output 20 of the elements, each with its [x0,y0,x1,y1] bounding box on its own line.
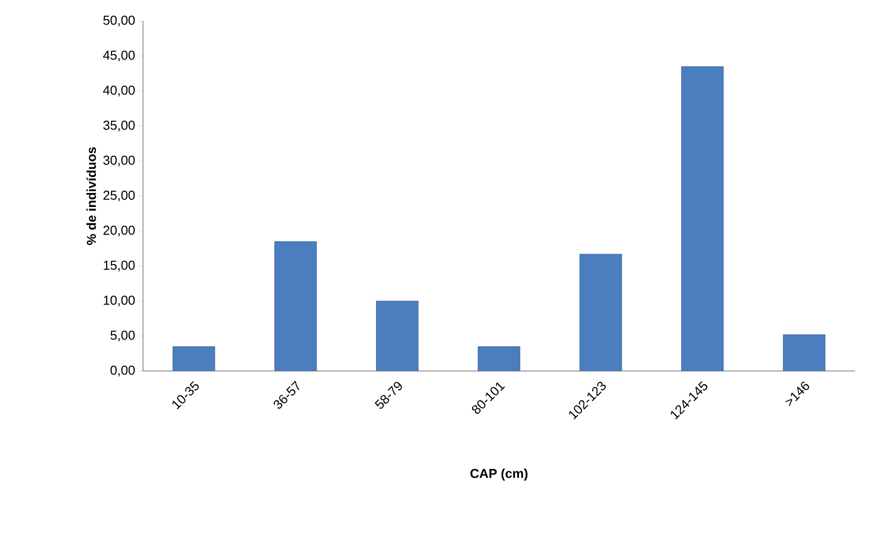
bar [681,66,724,371]
x-axis-title: CAP (cm) [470,468,528,481]
y-tick-label: 10,00 [104,296,135,306]
y-tick-label: 20,00 [103,226,135,236]
y-axis-title: % de indivíduos [86,147,96,245]
y-tick-label: 15,00 [104,260,135,272]
bar [172,346,216,371]
bar [782,334,826,371]
bar [478,346,520,371]
bar [580,254,622,371]
y-tick-label: 40,00 [103,86,135,96]
y-tick-label: 35,00 [103,120,135,132]
y-tick-label: 45,00 [103,50,135,62]
y-tick-label: 5,00 [110,330,135,342]
y-tick-label: 0,00 [110,366,135,376]
y-tick-label: 30,00 [103,156,135,166]
bar [376,300,418,371]
y-tick-label: 25,00 [103,190,135,202]
y-tick-label: 50,00 [103,16,135,26]
bar [274,241,317,371]
